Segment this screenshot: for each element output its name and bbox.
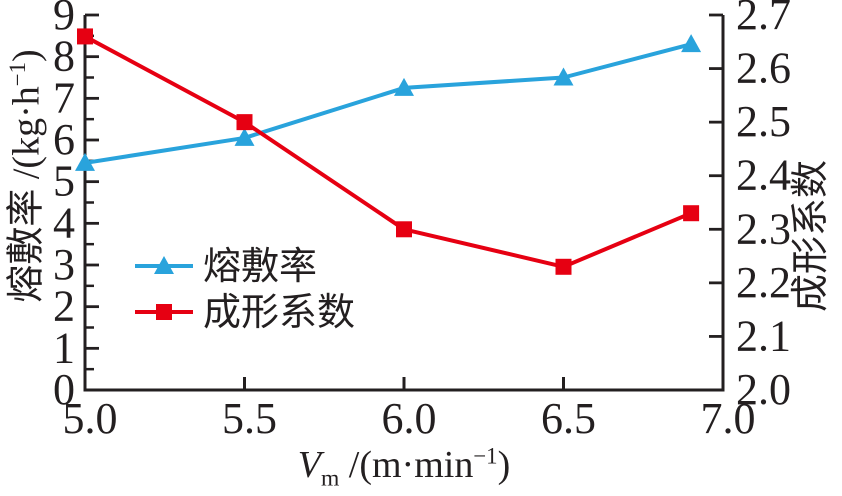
legend-label: 成形系数 bbox=[203, 292, 355, 334]
left-axis-tick-label: 1 bbox=[53, 323, 75, 372]
x-axis-tick-label: 6.0 bbox=[382, 394, 437, 443]
forming-coefficient-marker bbox=[77, 28, 93, 45]
deposition-rate-marker bbox=[394, 77, 414, 96]
left-axis-tick-label: 4 bbox=[53, 198, 75, 247]
legend-label: 熔敷率 bbox=[203, 246, 317, 288]
forming-coefficient-marker bbox=[396, 221, 412, 238]
x-axis-tick-label: 5.5 bbox=[222, 394, 277, 443]
forming-coefficient-marker bbox=[236, 114, 253, 131]
right-axis-tick-label: 2.6 bbox=[736, 44, 791, 93]
deposition-rate-marker bbox=[681, 34, 702, 53]
deposition-rate-marker bbox=[553, 67, 574, 86]
deposition-rate-marker bbox=[75, 152, 95, 171]
left-axis-tick-label: 3 bbox=[53, 240, 75, 289]
right-axis-tick-label: 2.4 bbox=[736, 151, 791, 200]
left-axis-tick-label: 6 bbox=[53, 115, 75, 164]
left-axis-tick-label: 7 bbox=[53, 73, 75, 122]
right-axis-tick-label: 2.5 bbox=[736, 97, 791, 146]
left-axis-tick-label: 9 bbox=[53, 0, 75, 39]
x-axis-tick-label: 6.5 bbox=[541, 394, 596, 443]
x-axis-tick-label: 5.0 bbox=[63, 394, 118, 443]
left-axis-tick-label: 8 bbox=[53, 32, 75, 81]
forming-coefficient-marker bbox=[683, 205, 700, 222]
x-axis-tick-label: 7.0 bbox=[701, 394, 756, 443]
forming-coefficient-marker bbox=[555, 258, 572, 275]
right-axis-tick-label: 2.2 bbox=[736, 258, 791, 307]
right-axis-tick-label: 2.7 bbox=[736, 0, 791, 39]
left-axis-tick-label: 0 bbox=[53, 365, 75, 414]
deposition-rate-line bbox=[83, 42, 694, 165]
right-axis-tick-label: 2.3 bbox=[736, 204, 791, 253]
left-axis-tick-label: 2 bbox=[53, 282, 75, 331]
legend-sample-marker bbox=[156, 304, 172, 320]
right-axis-tick-label: 2.0 bbox=[736, 365, 791, 414]
right-axis-tick-label: 2.1 bbox=[736, 311, 791, 360]
forming-coefficient-line bbox=[83, 34, 694, 269]
left-axis-tick-label: 5 bbox=[53, 157, 75, 206]
legend-sample-marker bbox=[154, 256, 174, 274]
deposition-rate-marker bbox=[234, 127, 255, 146]
